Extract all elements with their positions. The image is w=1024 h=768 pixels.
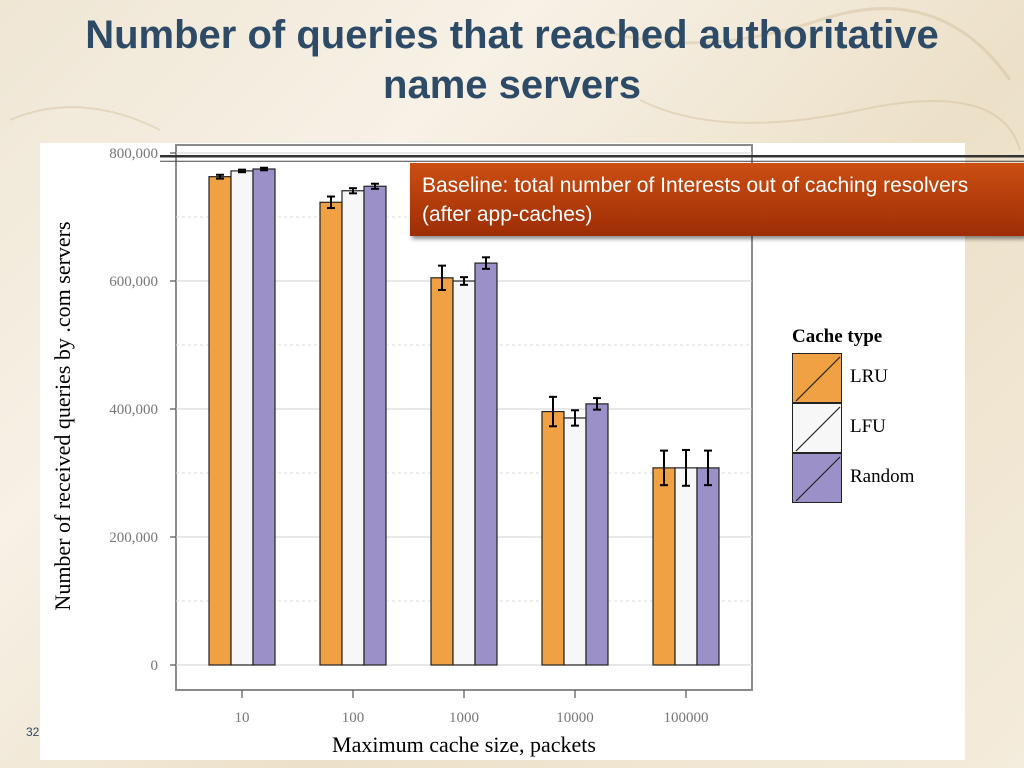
bar-lfu-1000 <box>452 280 476 666</box>
legend-swatch-lfu <box>792 403 842 453</box>
bar-random-100000 <box>696 467 720 666</box>
bar-lru-10 <box>208 176 232 666</box>
y-tick-label: 0 <box>151 658 159 674</box>
legend-label-lru: LRU <box>850 366 888 387</box>
legend-item-random: Random <box>792 453 942 503</box>
x-tick-label: 10000 <box>556 710 594 726</box>
legend-item-lru: LRU <box>792 353 942 403</box>
y-tick-label: 600,000 <box>109 274 158 290</box>
bar-lfu-10000 <box>563 417 587 666</box>
legend-swatch-random <box>792 453 842 503</box>
legend-slash <box>795 406 841 452</box>
legend-slash <box>795 356 841 402</box>
legend-item-lfu: LFU <box>792 403 942 453</box>
baseline-callout: Baseline: total number of Interests out … <box>410 163 1024 236</box>
x-tick-label: 100 <box>342 710 365 726</box>
legend-label-lfu: LFU <box>850 416 886 437</box>
bar-lru-1000 <box>430 277 454 666</box>
legend: Cache type LRU LFU Random <box>792 323 942 503</box>
bar-random-100 <box>363 185 387 666</box>
bar-lfu-10 <box>230 170 254 666</box>
legend-swatch-lru <box>792 353 842 403</box>
title-line-1: Number of queries that reached authorita… <box>85 13 939 57</box>
bar-lfu-100 <box>341 190 365 666</box>
x-tick-label: 100000 <box>664 710 709 726</box>
legend-label-random: Random <box>850 466 915 487</box>
y-tick-label: 200,000 <box>109 530 158 546</box>
x-tick-label: 10 <box>235 710 250 726</box>
bar-random-10 <box>252 168 276 666</box>
title-line-2: name servers <box>383 63 641 107</box>
bar-lru-100 <box>319 201 343 666</box>
bar-random-10000 <box>585 403 609 666</box>
legend-slash <box>795 456 841 502</box>
x-axis-label: Maximum cache size, packets <box>332 732 596 757</box>
bar-lru-10000 <box>541 410 565 666</box>
x-tick-label: 1000 <box>449 710 479 726</box>
y-axis-label: Number of received queries by .com serve… <box>50 221 75 610</box>
slide-title: Number of queries that reached authorita… <box>0 10 1024 110</box>
bar-lfu-100000 <box>674 467 698 666</box>
bar-lru-100000 <box>652 467 676 666</box>
bar-random-1000 <box>474 262 498 666</box>
y-tick-label: 400,000 <box>109 402 158 418</box>
slide-number: 32 <box>26 725 40 739</box>
y-tick-label: 800,000 <box>109 146 158 162</box>
legend-title: Cache type <box>792 326 883 347</box>
